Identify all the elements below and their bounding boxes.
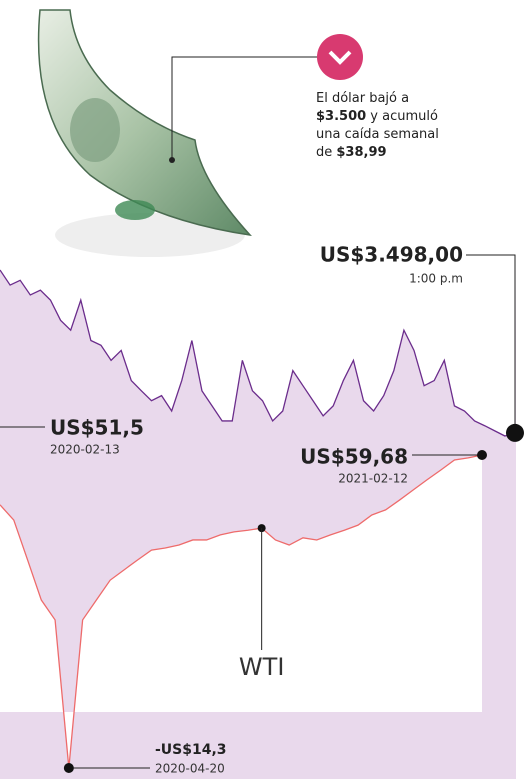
- note-part: $38,99: [336, 145, 386, 160]
- bill-illustration: [39, 10, 250, 257]
- note-part: y acumuló: [366, 109, 438, 124]
- annotation-sub: 2021-02-12: [338, 472, 408, 486]
- annotation-sub: 2020-02-13: [50, 443, 120, 457]
- annotation-label: -US$14,3: [155, 742, 227, 758]
- note-part: una caída semanal: [316, 127, 439, 142]
- series-name: WTI: [239, 653, 284, 681]
- annotation-sub: 2020-04-20: [155, 762, 225, 776]
- callout-dot: [169, 157, 175, 163]
- down-icon: [317, 34, 363, 80]
- annotation-sub: 1:00 p.m: [409, 272, 463, 286]
- annotation-label: US$59,68: [300, 445, 408, 469]
- end-point: [477, 450, 487, 460]
- annotation-label: US$51,5: [50, 416, 144, 440]
- note-part: de: [316, 145, 336, 160]
- chart: El dólar bajó a $3.500 y acumuló una caída…: [0, 0, 527, 779]
- note-part: $3.500: [316, 109, 366, 124]
- note-part: El dólar bajó a: [316, 91, 409, 106]
- end-point: [506, 424, 524, 442]
- note: El dólar bajó a $3.500 y acumuló una caída…: [316, 91, 439, 160]
- min-point: [64, 763, 74, 773]
- annotation-label: US$3.498,00: [320, 243, 463, 267]
